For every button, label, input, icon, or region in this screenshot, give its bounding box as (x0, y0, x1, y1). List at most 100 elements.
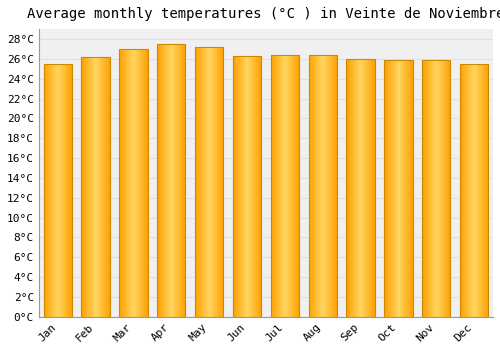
Bar (365, 59, 366, 317)
Bar (221, 47, 222, 317)
Bar (321, 55, 322, 317)
Bar (55, 64, 56, 317)
Bar (251, 56, 252, 317)
Bar (461, 64, 462, 317)
Bar (295, 55, 296, 317)
Bar (286, 55, 287, 317)
Bar (469, 64, 470, 317)
Bar (308, 55, 309, 317)
Bar (50, 64, 51, 317)
Bar (352, 59, 353, 317)
Bar (447, 60, 448, 317)
Bar (108, 57, 109, 317)
Bar (218, 47, 219, 317)
Bar (119, 49, 148, 317)
Bar (147, 49, 148, 317)
Bar (63, 64, 64, 317)
Bar (168, 44, 169, 317)
Bar (297, 55, 298, 317)
Bar (291, 55, 292, 317)
Bar (66, 64, 67, 317)
Bar (185, 44, 186, 317)
Bar (182, 44, 183, 317)
Bar (60, 64, 61, 317)
Bar (104, 57, 105, 317)
Bar (179, 44, 180, 317)
Bar (320, 55, 321, 317)
Bar (144, 49, 145, 317)
Bar (235, 56, 236, 317)
Bar (240, 56, 241, 317)
Bar (335, 55, 336, 317)
Bar (82, 57, 83, 317)
Bar (130, 49, 131, 317)
Bar (405, 60, 406, 317)
Bar (140, 49, 141, 317)
Bar (233, 56, 261, 317)
Bar (288, 55, 289, 317)
Bar (395, 60, 396, 317)
Bar (330, 55, 331, 317)
Bar (142, 49, 143, 317)
Bar (216, 47, 217, 317)
Bar (462, 64, 463, 317)
Bar (331, 55, 332, 317)
Bar (246, 56, 247, 317)
Bar (361, 59, 362, 317)
Bar (206, 47, 207, 317)
Bar (315, 55, 316, 317)
Bar (123, 49, 124, 317)
Bar (396, 60, 398, 317)
Bar (364, 59, 365, 317)
Bar (137, 49, 138, 317)
Bar (460, 64, 488, 317)
Bar (310, 55, 311, 317)
Bar (284, 55, 285, 317)
Bar (239, 56, 240, 317)
Bar (92, 57, 94, 317)
Bar (166, 44, 167, 317)
Bar (394, 60, 395, 317)
Bar (357, 59, 358, 317)
Bar (359, 59, 360, 317)
Bar (478, 64, 479, 317)
Bar (428, 60, 429, 317)
Bar (70, 64, 71, 317)
Bar (91, 57, 92, 317)
Bar (322, 55, 324, 317)
Bar (272, 55, 273, 317)
Bar (336, 55, 337, 317)
Bar (158, 44, 159, 317)
Bar (127, 49, 128, 317)
Bar (82, 57, 110, 317)
Bar (56, 64, 57, 317)
Bar (446, 60, 447, 317)
Bar (384, 60, 385, 317)
Bar (129, 49, 130, 317)
Bar (466, 64, 468, 317)
Bar (431, 60, 432, 317)
Bar (183, 44, 184, 317)
Bar (260, 56, 261, 317)
Bar (256, 56, 257, 317)
Bar (366, 59, 367, 317)
Bar (254, 56, 255, 317)
Bar (313, 55, 314, 317)
Bar (213, 47, 214, 317)
Bar (160, 44, 161, 317)
Bar (178, 44, 179, 317)
Bar (169, 44, 170, 317)
Bar (241, 56, 242, 317)
Bar (208, 47, 209, 317)
Bar (290, 55, 291, 317)
Bar (278, 55, 279, 317)
Bar (95, 57, 96, 317)
Bar (309, 55, 310, 317)
Bar (214, 47, 215, 317)
Bar (479, 64, 480, 317)
Bar (134, 49, 135, 317)
Bar (222, 47, 223, 317)
Bar (424, 60, 425, 317)
Bar (59, 64, 60, 317)
Bar (161, 44, 162, 317)
